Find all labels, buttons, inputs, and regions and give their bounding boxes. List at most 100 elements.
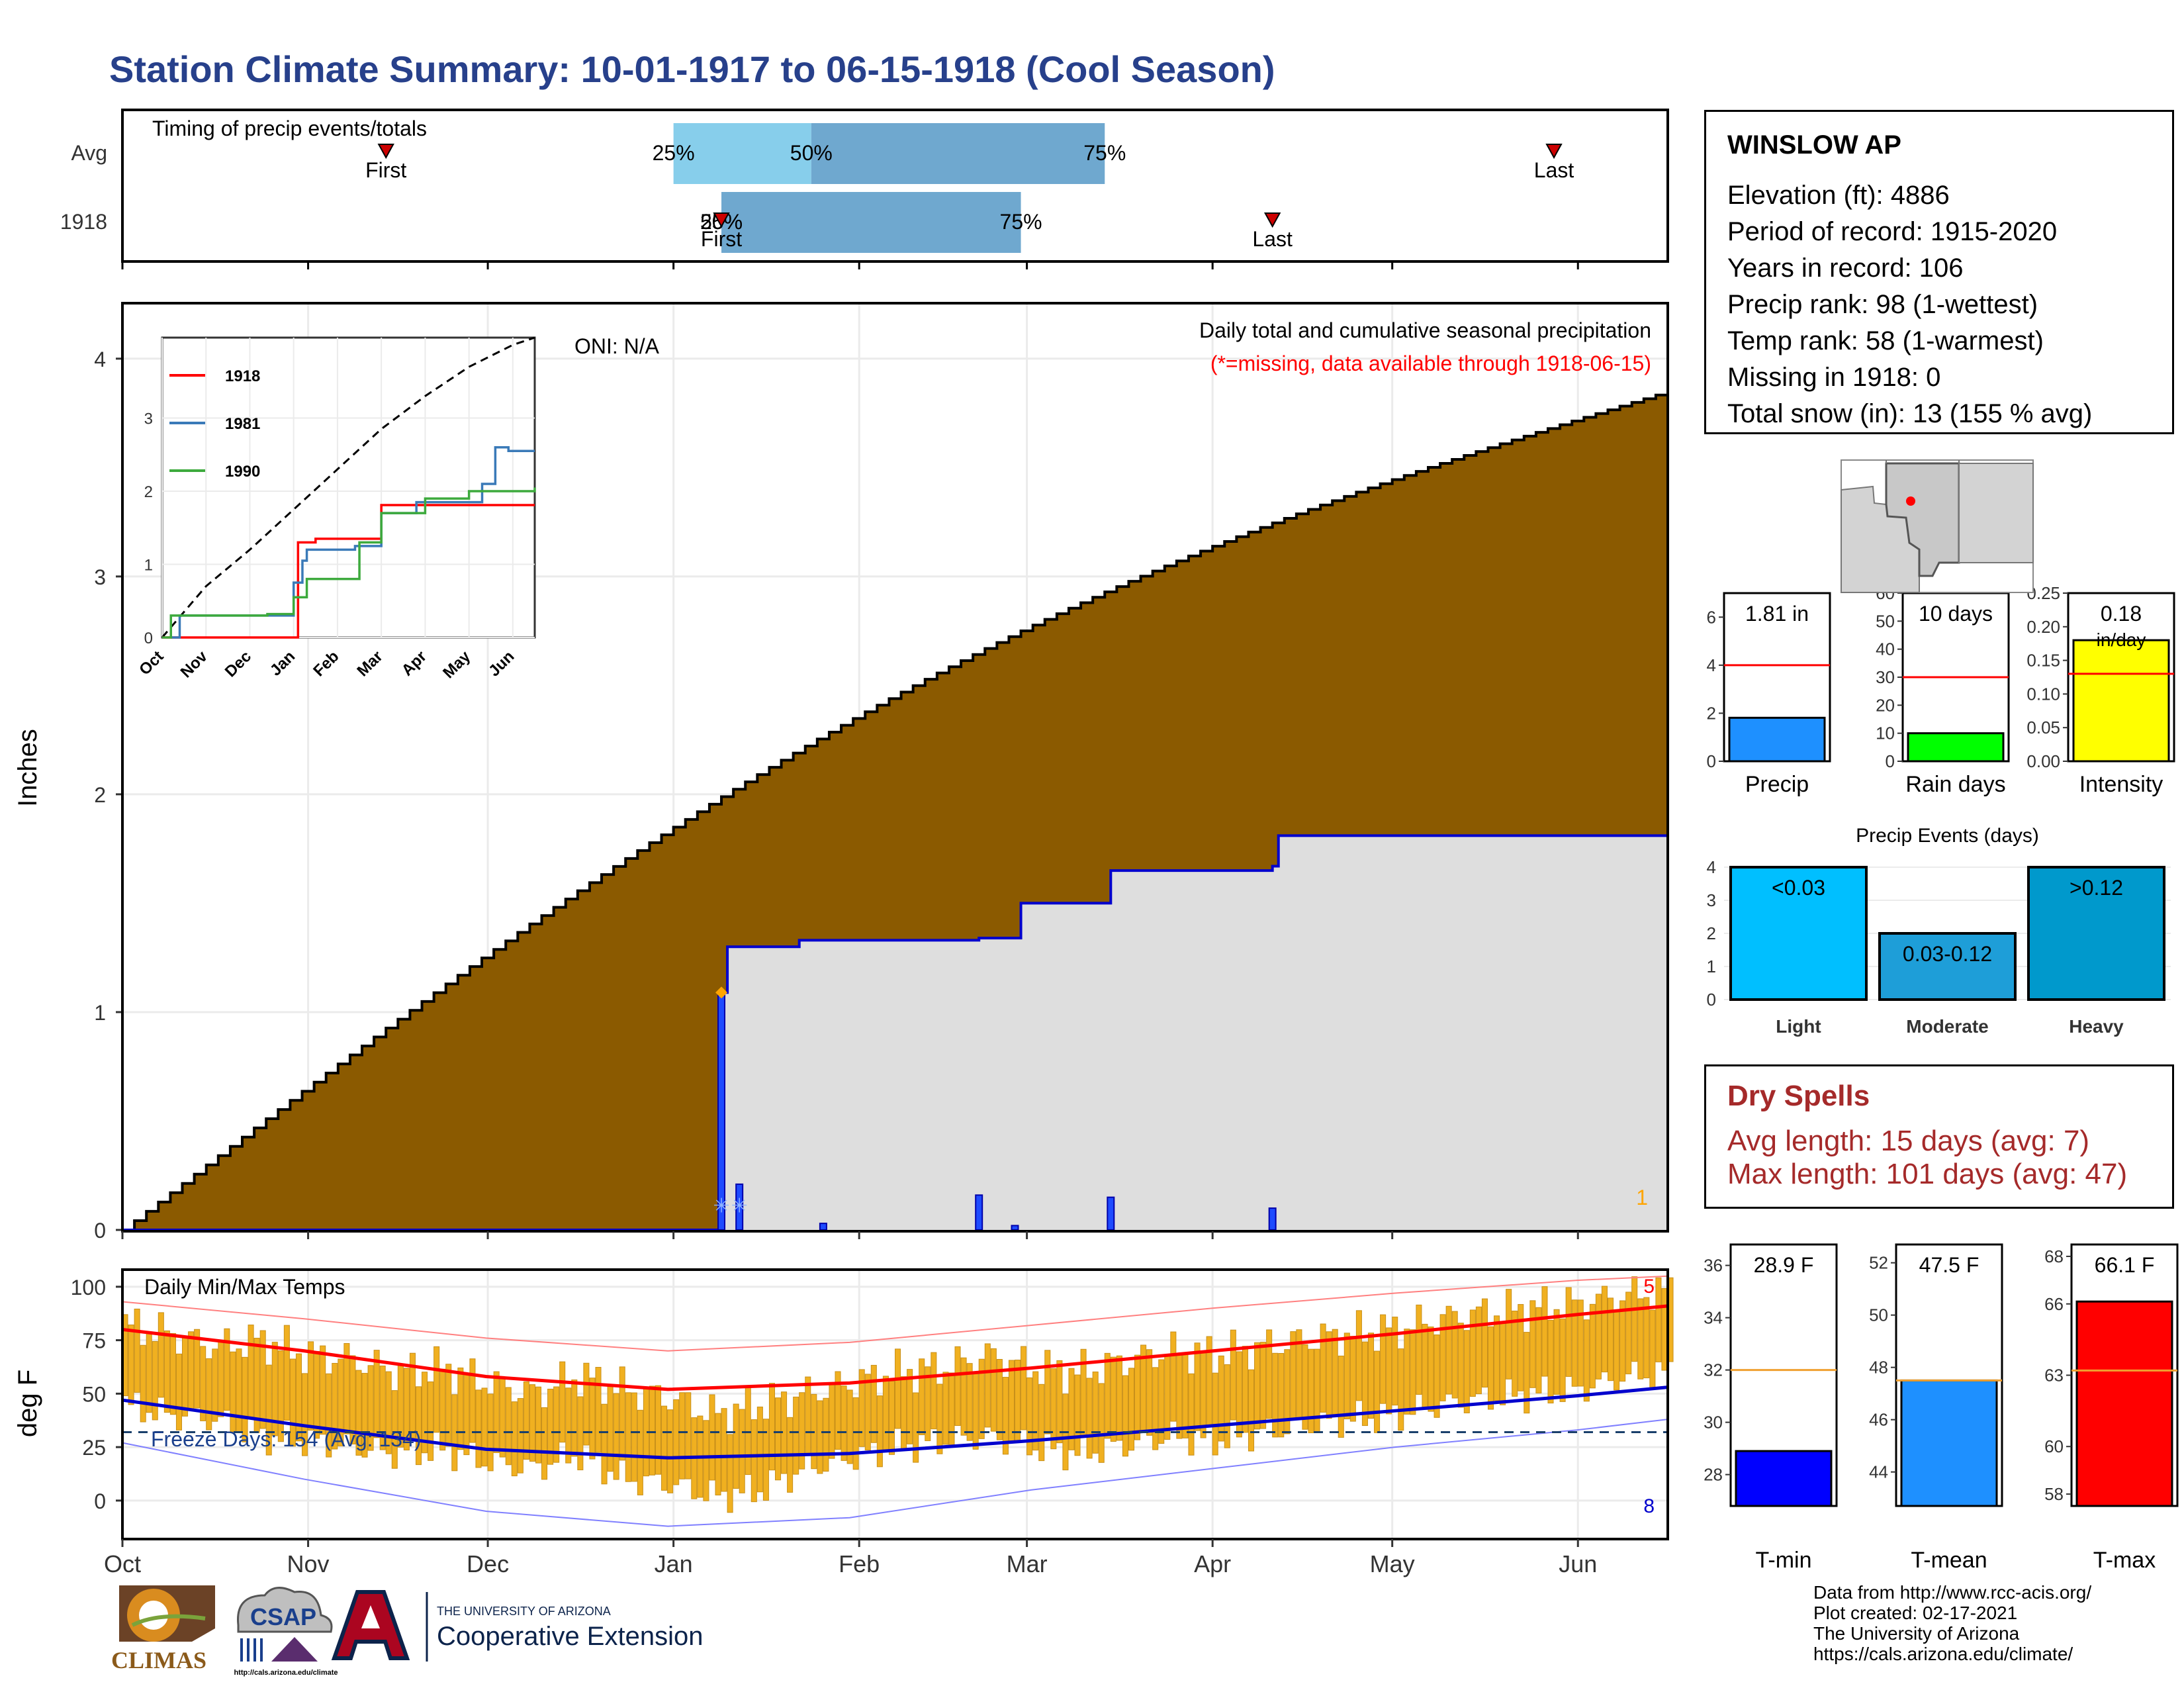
temps-daily-bar <box>415 1386 422 1466</box>
station-info-box: WINSLOW AP Elevation (ft): 4886 Period o… <box>1704 110 2174 434</box>
precip-ytick-label: 4 <box>94 348 106 371</box>
stat-ytick-label: 0 <box>1886 751 1895 771</box>
stat-panel-label: T-max <box>2093 1548 2156 1573</box>
temps-daily-bar <box>283 1325 290 1421</box>
events-xtick-label: Light <box>1776 1016 1821 1037</box>
temps-daily-bar <box>1068 1368 1075 1450</box>
temps-daily-bar <box>1056 1360 1063 1444</box>
temps-daily-bar <box>128 1324 134 1405</box>
timing-row-label: Avg <box>71 141 107 165</box>
temps-daily-bar <box>1500 1321 1506 1405</box>
temps-xtick-label: Feb <box>839 1550 880 1577</box>
ua-logo-small-text: THE UNIVERSITY OF ARIZONA <box>437 1605 611 1618</box>
temps-daily-bar <box>152 1340 158 1421</box>
temps-daily-bar <box>1398 1348 1404 1431</box>
temps-daily-bar <box>649 1385 655 1476</box>
temps-daily-bar <box>960 1357 967 1436</box>
temps-daily-bar <box>1158 1359 1165 1444</box>
events-bar-moderate <box>1878 932 2017 1001</box>
timing-bar-q2 <box>721 192 1021 253</box>
temps-daily-bar <box>1110 1356 1116 1442</box>
analog-frame <box>161 336 536 639</box>
temps-daily-bar <box>1428 1326 1434 1412</box>
temps-daily-bar <box>799 1392 805 1470</box>
analog-series-1990 <box>162 487 536 639</box>
temps-daily-bar <box>768 1383 775 1471</box>
temps-daily-bar <box>685 1392 692 1479</box>
temps-daily-bar <box>715 1413 721 1496</box>
stat-ytick-label: 0.00 <box>2026 751 2060 771</box>
temps-daily-bar <box>1008 1360 1015 1441</box>
precip-ytick-label: 3 <box>94 565 106 589</box>
stat-ytick-label: 58 <box>2044 1484 2064 1504</box>
temps-xtick-label: Dec <box>467 1550 509 1577</box>
temps-daily-bar <box>835 1371 841 1450</box>
csap-logo: CSAP http://cals.arizona.edu/climate <box>234 1587 338 1677</box>
precip-daily-bar <box>1107 1196 1115 1231</box>
temps-daily-bar <box>625 1392 631 1482</box>
station-years: Years in record: 106 <box>1727 254 1964 283</box>
temps-daily-bar <box>224 1328 230 1411</box>
temps-daily-bar <box>577 1396 584 1471</box>
station-name: WINSLOW AP <box>1727 130 1901 160</box>
temps-frame <box>121 1268 1669 1540</box>
temps-daily-bar <box>1614 1310 1620 1391</box>
stat-value-sublabel: in/day <box>2097 630 2146 650</box>
analog-ytick-label: 2 <box>144 483 153 501</box>
temps-daily-bar <box>1416 1304 1422 1395</box>
stat-ytick-label: 50 <box>1876 611 1895 631</box>
temps-daily-bar <box>206 1358 212 1430</box>
events-ytick-label: 2 <box>1707 923 1716 943</box>
temps-daily-bar <box>589 1378 596 1460</box>
temps-daily-bar <box>895 1348 901 1429</box>
stat-ytick-label: 48 <box>1869 1358 1888 1378</box>
temps-daily-bar <box>1194 1342 1201 1431</box>
stat-ytick-label: 30 <box>1876 667 1895 687</box>
stat-ytick-label: 44 <box>1869 1462 1888 1482</box>
temps-daily-bar <box>1661 1288 1668 1371</box>
stat-ytick-label: 60 <box>2044 1436 2064 1456</box>
stat-panel-label: T-mean <box>1911 1548 1987 1573</box>
events-ytick-label: 3 <box>1707 890 1716 910</box>
precip-daily-bar <box>975 1194 983 1231</box>
stat-ytick-label: 68 <box>2044 1246 2064 1266</box>
temps-daily-bar <box>1224 1364 1230 1448</box>
stat-panel-label: Intensity <box>2079 772 2163 797</box>
stat-value-label: 47.5 F <box>1919 1253 1979 1277</box>
precip-daily-bar <box>819 1223 827 1231</box>
stat-ytick-label: 0 <box>1707 751 1716 771</box>
events-bar-label: 0.03-0.12 <box>1903 942 1992 966</box>
temps-daily-bar <box>1032 1371 1039 1451</box>
temps-daily-bar <box>1583 1319 1590 1402</box>
temps-daily-bar <box>385 1371 392 1454</box>
precip-events-chart: Precip Events (days) 0 1 2 3 4 <0.03 Light 0.03-… <box>1707 825 2171 1037</box>
station-missing: Missing in 1918: 0 <box>1727 363 1941 392</box>
timing-title: Timing of precip events/totals <box>152 117 427 140</box>
temps-daily-bar <box>925 1366 931 1441</box>
timing-first-marker <box>713 212 730 228</box>
temps-daily-bar <box>1643 1297 1650 1379</box>
station-precip-rank: Precip rank: 98 (1-wettest) <box>1727 290 2038 319</box>
stat-bar-t-min <box>1735 1450 1833 1507</box>
stat-ytick-label: 4 <box>1707 655 1716 675</box>
temps-daily-bar <box>1272 1352 1279 1438</box>
temps-daily-bar <box>535 1386 542 1464</box>
temps-daily-bar <box>428 1381 434 1461</box>
precip-1918-cumulative-line <box>122 834 1668 1231</box>
temps-daily-bar <box>661 1405 668 1491</box>
temps-daily-bar <box>1361 1341 1368 1427</box>
temps-daily-bar <box>1475 1306 1482 1395</box>
stat-ytick-label: 40 <box>1876 639 1895 659</box>
stat-value-label: 66.1 F <box>2095 1253 2155 1277</box>
temps-daily-bar <box>1182 1352 1189 1438</box>
stat-ytick-label: 46 <box>1869 1410 1888 1430</box>
precip-1918-cumulative-area <box>122 835 1668 1230</box>
temps-daily-bar <box>499 1377 506 1458</box>
temps-daily-bar <box>1355 1310 1362 1401</box>
temps-freeze-label: Freeze Days: 154 (Avg: 134) <box>151 1427 422 1451</box>
temps-daily-bar <box>655 1385 662 1475</box>
temps-daily-bar <box>212 1348 218 1422</box>
temps-daily-bar <box>1146 1349 1153 1436</box>
